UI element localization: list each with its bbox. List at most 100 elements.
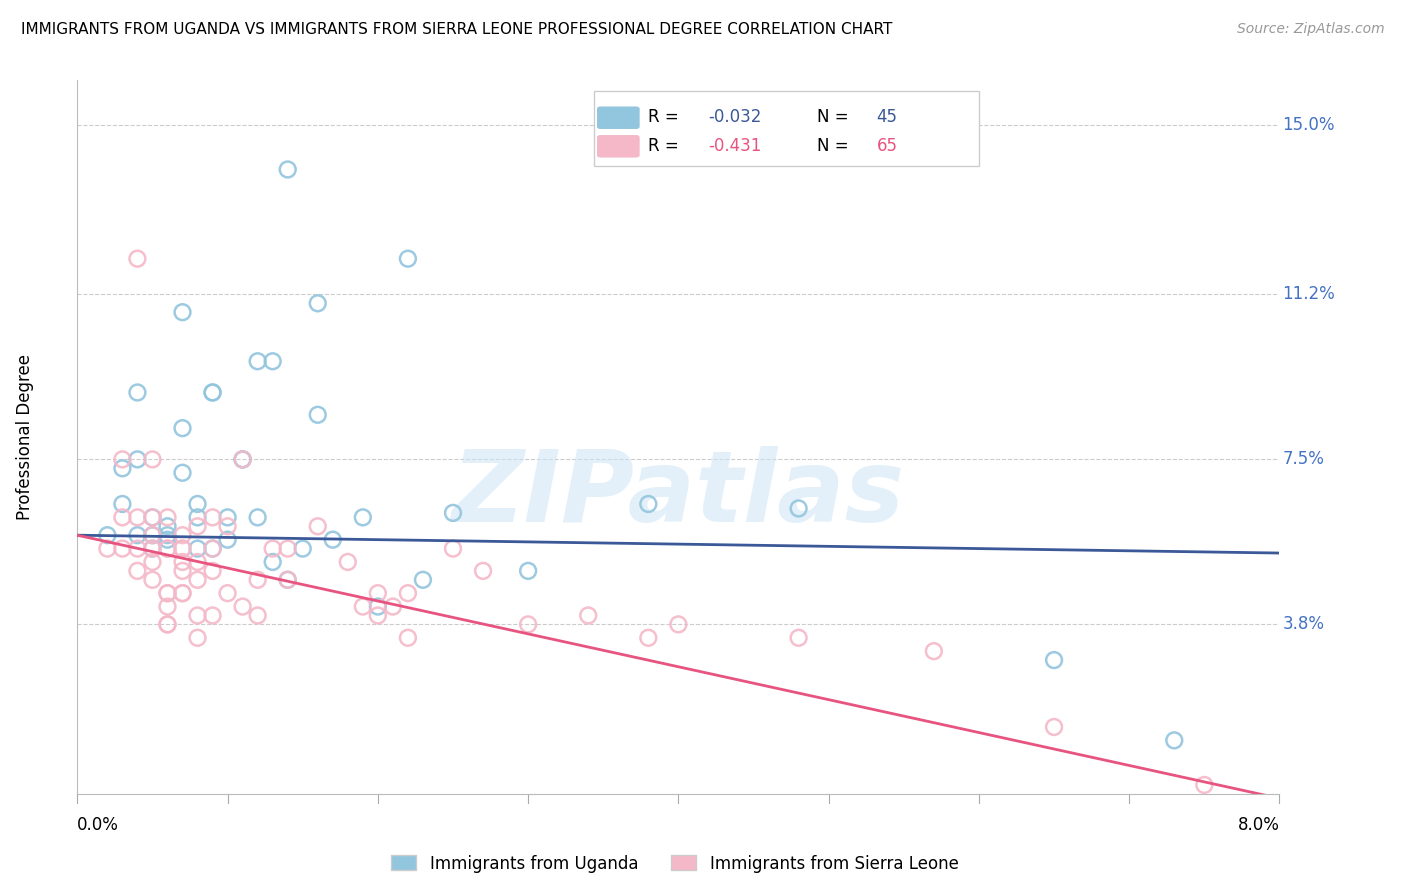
Point: [172, 555, 194, 569]
Point: [127, 252, 149, 266]
Point: [186, 608, 209, 623]
Point: [111, 461, 134, 475]
Point: [262, 555, 284, 569]
Point: [156, 528, 179, 542]
Point: [141, 452, 163, 467]
Point: [517, 564, 540, 578]
Point: [141, 541, 163, 556]
Point: [127, 452, 149, 467]
Text: R =: R =: [648, 137, 685, 155]
Point: [111, 510, 134, 524]
Text: ZIPatlas: ZIPatlas: [451, 446, 905, 542]
Point: [576, 608, 599, 623]
Point: [787, 631, 810, 645]
Point: [156, 533, 179, 547]
Point: [352, 510, 374, 524]
Legend: Immigrants from Uganda, Immigrants from Sierra Leone: Immigrants from Uganda, Immigrants from …: [384, 848, 966, 880]
Text: Source: ZipAtlas.com: Source: ZipAtlas.com: [1237, 22, 1385, 37]
Point: [396, 631, 419, 645]
Point: [322, 533, 344, 547]
Point: [141, 510, 163, 524]
Text: IMMIGRANTS FROM UGANDA VS IMMIGRANTS FROM SIERRA LEONE PROFESSIONAL DEGREE CORRE: IMMIGRANTS FROM UGANDA VS IMMIGRANTS FRO…: [21, 22, 893, 37]
Point: [156, 519, 179, 533]
Point: [172, 305, 194, 319]
Point: [217, 586, 239, 600]
Point: [172, 586, 194, 600]
Point: [186, 519, 209, 533]
Point: [186, 497, 209, 511]
Point: [141, 528, 163, 542]
Point: [1043, 653, 1066, 667]
Point: [156, 617, 179, 632]
Point: [127, 541, 149, 556]
FancyBboxPatch shape: [595, 91, 979, 166]
Point: [141, 510, 163, 524]
Point: [637, 497, 659, 511]
Point: [307, 296, 329, 310]
Point: [172, 421, 194, 435]
Point: [277, 573, 299, 587]
Point: [141, 573, 163, 587]
Point: [201, 608, 224, 623]
Point: [277, 162, 299, 177]
Point: [201, 564, 224, 578]
Point: [217, 510, 239, 524]
Point: [172, 541, 194, 556]
Point: [186, 541, 209, 556]
Point: [156, 599, 179, 614]
Point: [637, 631, 659, 645]
Point: [186, 631, 209, 645]
Point: [1163, 733, 1185, 747]
Point: [307, 519, 329, 533]
Point: [232, 452, 254, 467]
Point: [262, 541, 284, 556]
Point: [127, 564, 149, 578]
Point: [232, 452, 254, 467]
Point: [1043, 720, 1066, 734]
Point: [96, 541, 118, 556]
Point: [172, 466, 194, 480]
Point: [127, 528, 149, 542]
Point: [291, 541, 314, 556]
Point: [277, 573, 299, 587]
Point: [787, 501, 810, 516]
Point: [217, 533, 239, 547]
Point: [172, 541, 194, 556]
Point: [111, 541, 134, 556]
Point: [127, 510, 149, 524]
Text: 65: 65: [877, 137, 898, 155]
Point: [441, 541, 464, 556]
Point: [201, 385, 224, 400]
Text: R =: R =: [648, 109, 685, 127]
Text: 15.0%: 15.0%: [1282, 116, 1334, 134]
Point: [1194, 778, 1216, 792]
Point: [127, 385, 149, 400]
Point: [277, 541, 299, 556]
Point: [186, 510, 209, 524]
Point: [111, 452, 134, 467]
Point: [232, 452, 254, 467]
Point: [396, 586, 419, 600]
Point: [246, 608, 269, 623]
Point: [246, 573, 269, 587]
Text: 0.0%: 0.0%: [77, 816, 120, 834]
Point: [217, 519, 239, 533]
Text: -0.032: -0.032: [709, 109, 762, 127]
Point: [141, 541, 163, 556]
Text: -0.431: -0.431: [709, 137, 762, 155]
Point: [262, 354, 284, 368]
Point: [156, 617, 179, 632]
Text: 45: 45: [877, 109, 898, 127]
Point: [201, 385, 224, 400]
Point: [141, 555, 163, 569]
Point: [396, 252, 419, 266]
Point: [156, 541, 179, 556]
Point: [412, 573, 434, 587]
Point: [472, 564, 495, 578]
Point: [441, 506, 464, 520]
Point: [201, 541, 224, 556]
Text: 7.5%: 7.5%: [1282, 450, 1324, 468]
Text: 8.0%: 8.0%: [1237, 816, 1279, 834]
FancyBboxPatch shape: [598, 136, 638, 157]
Point: [156, 586, 179, 600]
